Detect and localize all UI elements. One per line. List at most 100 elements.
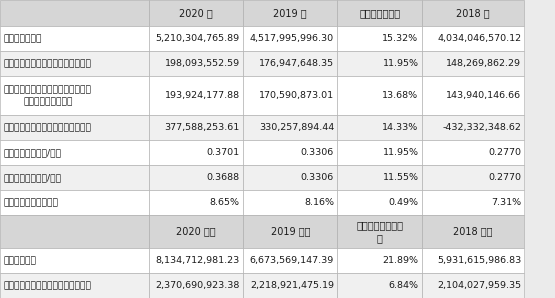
Text: 2018 年: 2018 年 — [456, 8, 490, 18]
Bar — [337, 26, 422, 51]
Text: 归属于上市公司股东的扣除非经常性
损益的净利润（元）: 归属于上市公司股东的扣除非经常性 损益的净利润（元） — [4, 85, 92, 106]
Text: 本年末比上年末增
减: 本年末比上年末增 减 — [356, 220, 403, 243]
Bar — [149, 190, 243, 215]
Text: 13.68%: 13.68% — [382, 91, 418, 100]
Text: 基本每股收益（元/股）: 基本每股收益（元/股） — [4, 148, 62, 157]
Bar — [337, 76, 422, 115]
Bar — [422, 115, 524, 140]
Text: 7.31%: 7.31% — [491, 198, 521, 207]
Text: 4,034,046,570.12: 4,034,046,570.12 — [437, 34, 521, 43]
Text: 8.16%: 8.16% — [304, 198, 334, 207]
Bar — [422, 190, 524, 215]
Bar — [149, 140, 243, 165]
Text: 11.55%: 11.55% — [382, 173, 418, 182]
Text: 143,940,146.66: 143,940,146.66 — [446, 91, 521, 100]
Text: 170,590,873.01: 170,590,873.01 — [259, 91, 334, 100]
Text: 176,947,648.35: 176,947,648.35 — [259, 59, 334, 68]
Text: 11.95%: 11.95% — [382, 148, 418, 157]
Bar — [422, 248, 524, 273]
Bar — [0, 51, 149, 76]
Text: 8,134,712,981.23: 8,134,712,981.23 — [155, 256, 240, 265]
Text: 2,104,027,959.35: 2,104,027,959.35 — [437, 281, 521, 290]
Text: 21.89%: 21.89% — [382, 256, 418, 265]
Text: 总资产（元）: 总资产（元） — [4, 256, 37, 265]
Bar — [243, 190, 337, 215]
Text: 0.3306: 0.3306 — [301, 173, 334, 182]
Bar — [243, 215, 337, 248]
Bar — [149, 273, 243, 298]
Bar — [337, 115, 422, 140]
Bar — [0, 215, 149, 248]
Bar — [149, 115, 243, 140]
Text: 0.3306: 0.3306 — [301, 148, 334, 157]
Bar — [149, 0, 243, 26]
Bar — [422, 165, 524, 190]
Bar — [0, 115, 149, 140]
Bar — [0, 0, 149, 26]
Bar — [243, 140, 337, 165]
Bar — [149, 51, 243, 76]
Bar — [0, 26, 149, 51]
Text: 330,257,894.44: 330,257,894.44 — [259, 123, 334, 132]
Text: 5,210,304,765.89: 5,210,304,765.89 — [155, 34, 240, 43]
Bar — [337, 51, 422, 76]
Bar — [149, 76, 243, 115]
Text: 加权平均净资产收益率: 加权平均净资产收益率 — [4, 198, 59, 207]
Text: 营业收入（元）: 营业收入（元） — [4, 34, 42, 43]
Bar — [243, 51, 337, 76]
Bar — [149, 248, 243, 273]
Bar — [422, 51, 524, 76]
Text: 198,093,552.59: 198,093,552.59 — [165, 59, 240, 68]
Bar — [0, 140, 149, 165]
Text: 11.95%: 11.95% — [382, 59, 418, 68]
Text: 2020 年: 2020 年 — [179, 8, 213, 18]
Bar — [0, 248, 149, 273]
Text: 0.2770: 0.2770 — [488, 173, 521, 182]
Bar — [0, 165, 149, 190]
Text: 2019 年: 2019 年 — [274, 8, 307, 18]
Bar — [422, 0, 524, 26]
Bar — [337, 165, 422, 190]
Bar — [243, 165, 337, 190]
Text: 归属于上市公司股东的净资产（元）: 归属于上市公司股东的净资产（元） — [4, 281, 92, 290]
Bar — [243, 115, 337, 140]
Bar — [243, 0, 337, 26]
Text: 0.3688: 0.3688 — [206, 173, 240, 182]
Text: 8.65%: 8.65% — [210, 198, 240, 207]
Text: -432,332,348.62: -432,332,348.62 — [442, 123, 521, 132]
Bar — [243, 26, 337, 51]
Bar — [337, 190, 422, 215]
Bar — [337, 140, 422, 165]
Text: 0.49%: 0.49% — [388, 198, 418, 207]
Text: 2,370,690,923.38: 2,370,690,923.38 — [155, 281, 240, 290]
Bar — [422, 273, 524, 298]
Bar — [422, 26, 524, 51]
Text: 377,588,253.61: 377,588,253.61 — [164, 123, 240, 132]
Bar — [422, 215, 524, 248]
Text: 6.84%: 6.84% — [388, 281, 418, 290]
Bar — [337, 273, 422, 298]
Bar — [422, 140, 524, 165]
Text: 6,673,569,147.39: 6,673,569,147.39 — [250, 256, 334, 265]
Text: 2019 年末: 2019 年末 — [270, 226, 310, 237]
Bar — [243, 273, 337, 298]
Text: 2018 年末: 2018 年末 — [453, 226, 493, 237]
Bar — [0, 190, 149, 215]
Text: 0.2770: 0.2770 — [488, 148, 521, 157]
Text: 经营活动产生的现金流量净额（元）: 经营活动产生的现金流量净额（元） — [4, 123, 92, 132]
Text: 14.33%: 14.33% — [382, 123, 418, 132]
Bar — [337, 215, 422, 248]
Text: 0.3701: 0.3701 — [206, 148, 240, 157]
Bar — [337, 248, 422, 273]
Text: 4,517,995,996.30: 4,517,995,996.30 — [250, 34, 334, 43]
Bar — [0, 76, 149, 115]
Text: 15.32%: 15.32% — [382, 34, 418, 43]
Bar — [149, 165, 243, 190]
Text: 2,218,921,475.19: 2,218,921,475.19 — [250, 281, 334, 290]
Text: 5,931,615,986.83: 5,931,615,986.83 — [437, 256, 521, 265]
Text: 归属于上市公司股东的净利润（元）: 归属于上市公司股东的净利润（元） — [4, 59, 92, 68]
Text: 148,269,862.29: 148,269,862.29 — [446, 59, 521, 68]
Bar — [149, 215, 243, 248]
Bar — [0, 273, 149, 298]
Text: 193,924,177.88: 193,924,177.88 — [165, 91, 240, 100]
